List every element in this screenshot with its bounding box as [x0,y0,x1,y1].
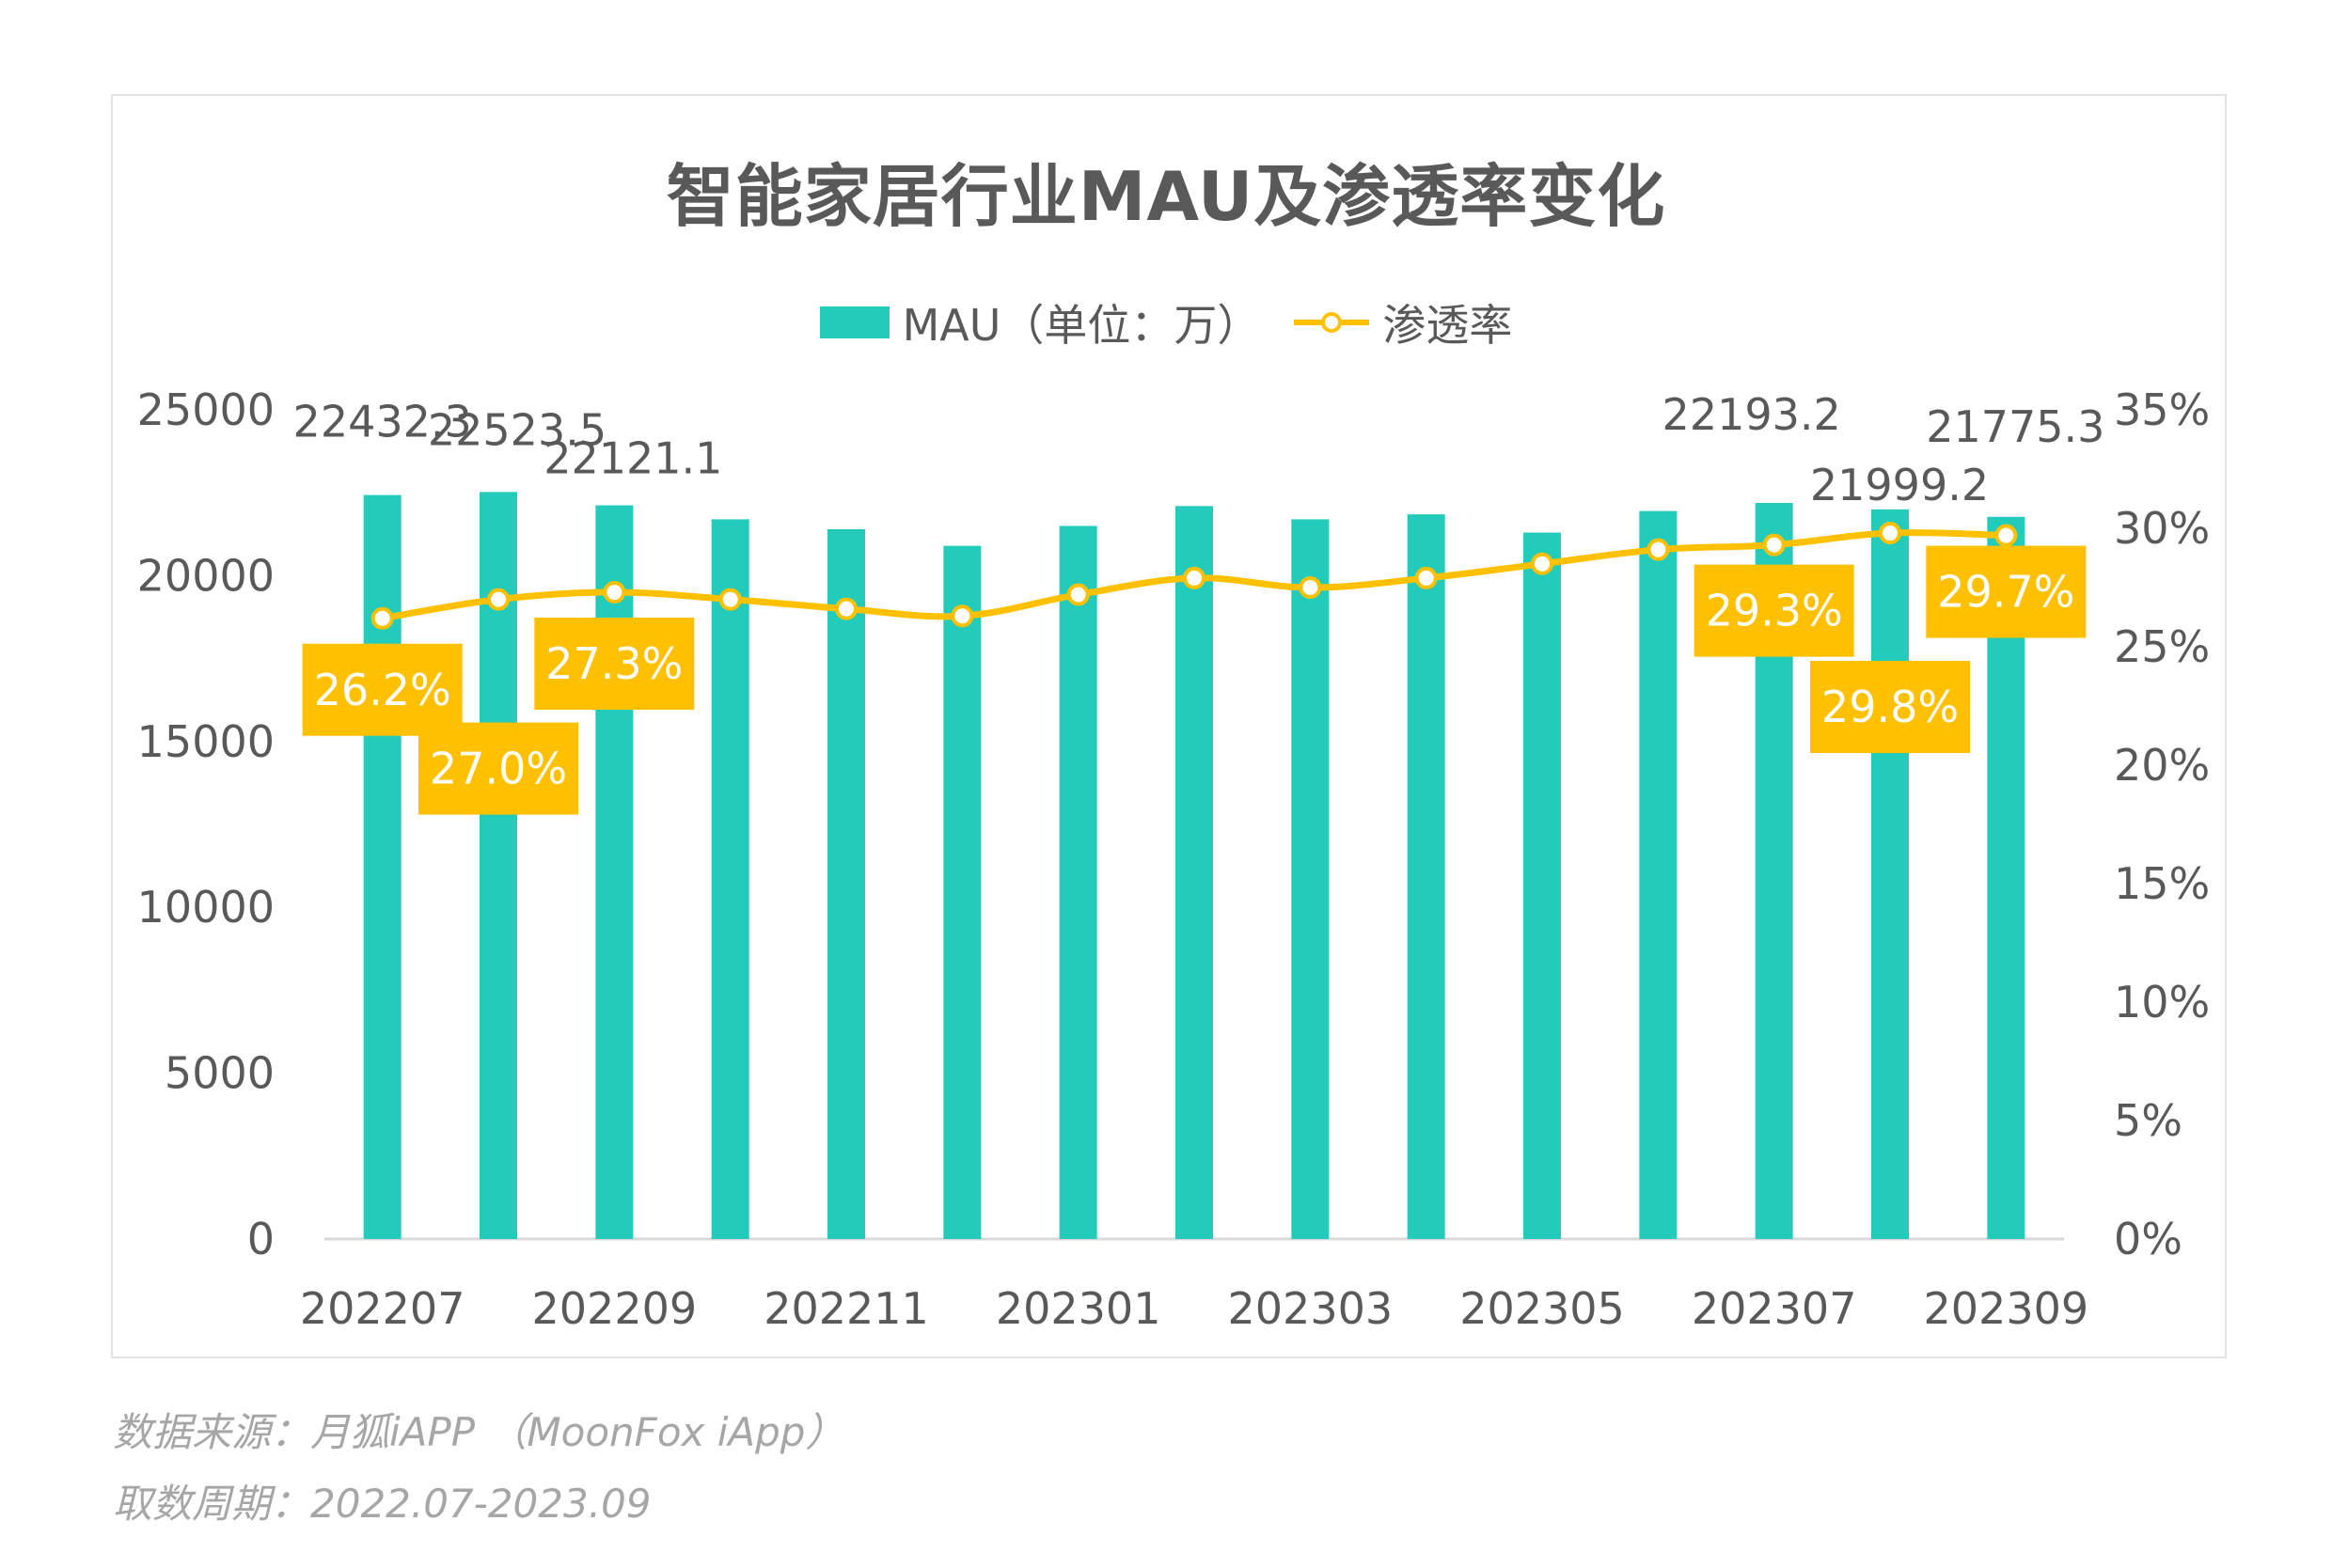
footer-period: 取数周期：2022.07-2023.09 [113,1481,652,1527]
line-point [1994,524,2018,547]
bar-mau [1175,506,1213,1239]
bar-mau [1407,514,1445,1239]
y-left-tick-label: 5000 [165,1048,275,1099]
line-point [1879,522,1901,545]
bar-mau [1291,519,1330,1239]
penetration-data-label: 29.8% [1821,682,1959,732]
line-point [835,597,858,620]
legend-label-penetration: 渗透率 [1382,300,1513,351]
penetration-label-box [1926,545,2087,638]
legend-item-mau: MAU（单位：万） [819,291,1261,353]
line-point [1647,538,1670,561]
penetration-data-label: 27.0% [430,744,567,794]
legend-label-mau: MAU（单位：万） [902,300,1261,351]
chart-title: 智能家居行业MAU及渗透率变化 [666,157,1666,236]
y-right-tick-label: 10% [2114,977,2210,1027]
penetration-data-label: 27.3% [545,638,683,689]
penetration-label-box [302,643,463,736]
y-left-tick-label: 0 [247,1214,275,1264]
penetration-data-label: 29.3% [1706,586,1843,636]
x-tick-label: 202307 [1692,1283,1857,1334]
penetration-label-box [1694,564,1854,657]
line-point [370,606,394,630]
y-right-tick-label: 30% [2114,503,2210,554]
line-point [1414,566,1438,589]
mau-data-label: 22432.3 [293,397,472,447]
line-point [1531,552,1553,575]
mau-data-label: 22523.5 [428,404,607,455]
bar-mau [363,494,402,1239]
bar-mau [1639,510,1678,1239]
bar-mau [1059,525,1097,1239]
penetration-data-label: 29.7% [1937,567,2074,618]
x-tick-label: 202301 [996,1283,1161,1334]
mau-data-label: 22193.2 [1662,389,1841,440]
y-left-tick-label: 15000 [137,716,275,767]
bar-mau [1871,509,1909,1239]
footer-source: 数据来源：月狐iAPP （MoonFox iApp） [113,1409,845,1455]
x-tick-label: 202209 [532,1283,698,1334]
penetration-data-label: 26.2% [314,665,451,715]
y-right-tick-label: 5% [2114,1095,2182,1146]
legend-item-penetration: 渗透率 [1294,291,1512,353]
line-point [487,588,510,611]
line-point [1762,533,1786,557]
x-tick-label: 202303 [1228,1283,1394,1334]
penetration-label-box [534,618,695,711]
y-left-tick-label: 10000 [137,882,275,933]
y-left-tick-label: 20000 [137,550,275,601]
x-tick-label: 202305 [1459,1283,1625,1334]
bar-mau [943,545,982,1239]
x-tick-label: 202309 [1924,1283,2089,1334]
y-right-tick-label: 25% [2114,621,2210,672]
mau-data-label: 22121.1 [544,433,722,484]
y-left-tick-label: 25000 [137,384,275,435]
mau-data-label: 21999.2 [1810,460,1989,510]
line-point [603,581,626,604]
mau-data-label: 21775.3 [1926,401,2104,452]
line-point [1066,583,1090,606]
bar-mau [827,529,865,1239]
bar-mau [1523,532,1561,1239]
x-tick-label: 202207 [300,1283,465,1334]
y-right-tick-label: 20% [2114,740,2210,791]
bar-mau [595,505,634,1239]
line-point [1299,576,1322,599]
y-right-tick-label: 0% [2114,1214,2182,1264]
bar-mau [480,492,517,1239]
bar-mau [711,519,749,1239]
y-right-tick-label: 15% [2114,858,2210,909]
x-tick-label: 202211 [764,1283,929,1334]
chart-legend: MAU（单位：万） 渗透率 [0,291,2332,353]
penetration-label-box [1810,661,1970,754]
legend-line-swatch [1294,312,1370,333]
y-right-tick-label: 35% [2114,384,2210,435]
line-point [718,588,742,611]
penetration-label-box [418,722,578,815]
legend-bar-swatch [819,306,890,338]
line-point [1183,566,1205,589]
line-point [951,604,974,628]
